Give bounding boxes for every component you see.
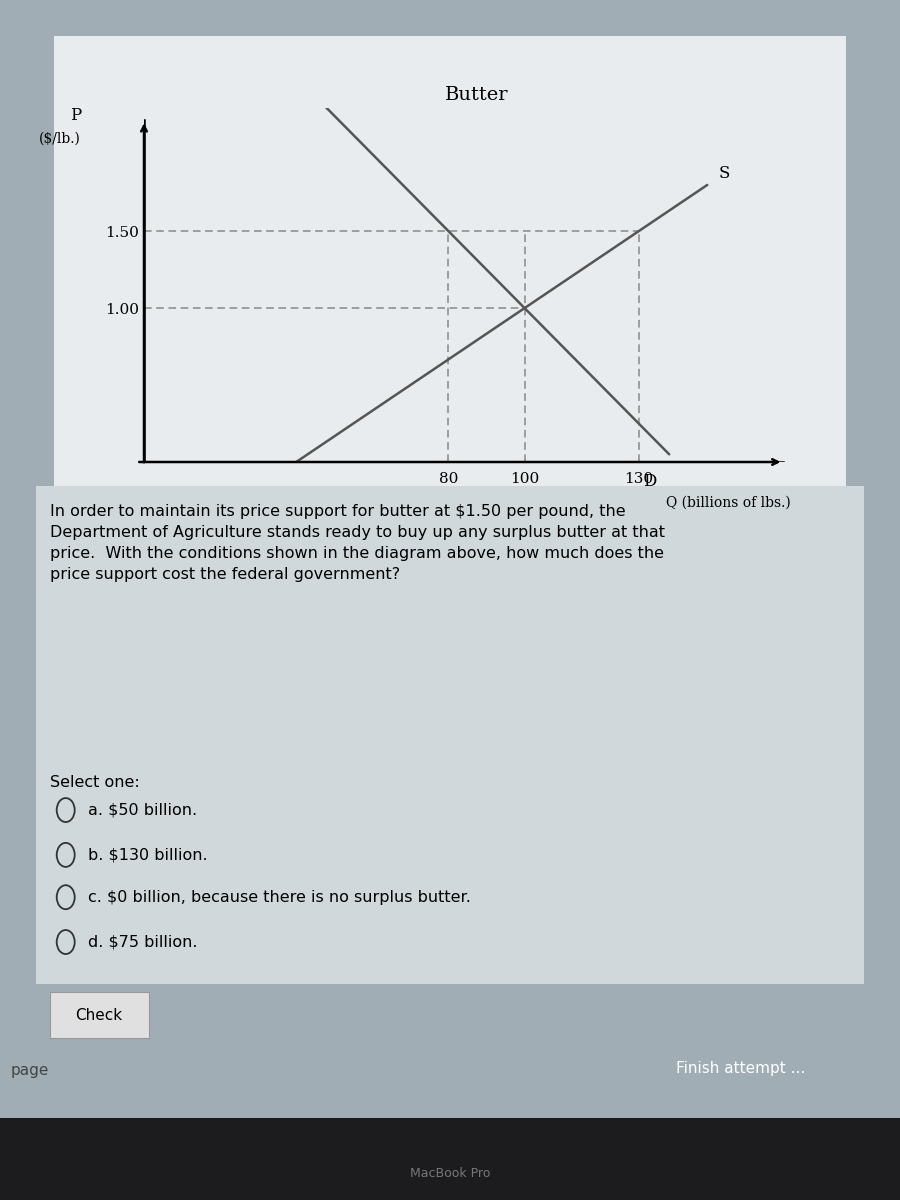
Text: D: D [644, 473, 657, 490]
Text: Finish attempt ...: Finish attempt ... [676, 1061, 805, 1075]
Text: d. $75 billion.: d. $75 billion. [88, 935, 198, 949]
Text: P: P [70, 107, 81, 124]
Title: Butter: Butter [446, 85, 508, 103]
Text: S: S [719, 164, 730, 182]
Text: MacBook Pro: MacBook Pro [410, 1168, 490, 1180]
Text: Check: Check [76, 1008, 122, 1022]
Text: Select one:: Select one: [50, 775, 140, 790]
Text: b. $130 billion.: b. $130 billion. [88, 847, 208, 863]
Text: a. $50 billion.: a. $50 billion. [88, 803, 197, 817]
Text: page: page [11, 1063, 50, 1078]
Text: ($/lb.): ($/lb.) [40, 132, 81, 145]
Text: c. $0 billion, because there is no surplus butter.: c. $0 billion, because there is no surpl… [88, 889, 471, 905]
Text: In order to maintain its price support for butter at $1.50 per pound, the
Depart: In order to maintain its price support f… [50, 504, 664, 582]
Text: Q (billions of lbs.): Q (billions of lbs.) [666, 496, 791, 510]
